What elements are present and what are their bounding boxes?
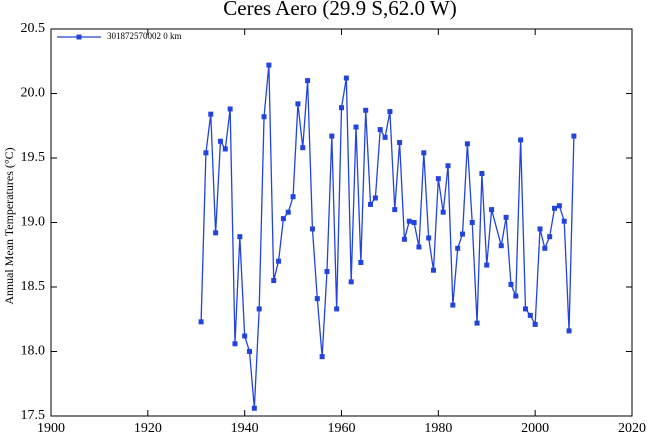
chart-title: Ceres Aero (29.9 S,62.0 W) [223,0,457,20]
data-point [571,133,577,139]
data-point [392,207,398,213]
data-point [435,176,441,182]
data-point [295,101,301,107]
data-point [561,218,567,224]
data-point [522,306,528,312]
data-point [256,306,262,312]
y-tick-label: 20.5 [21,21,46,36]
data-point [552,205,558,211]
data-point [222,146,228,152]
data-point [411,220,417,225]
data-point [401,236,407,242]
data-point [484,262,490,268]
x-tick-label: 2000 [521,421,549,435]
x-tick-label: 1920 [134,421,162,435]
data-point [242,333,248,339]
data-point [348,279,354,285]
y-tick-label: 18.0 [21,344,46,359]
data-point [542,245,548,251]
data-point [547,234,553,240]
data-point [266,62,272,68]
data-point [280,216,286,222]
data-point [556,203,562,209]
data-point [397,140,403,146]
y-tick-label: 18.5 [21,279,46,294]
data-point [503,214,509,220]
series-line [200,65,575,409]
data-point [324,269,330,275]
y-tick-label: 20.0 [21,86,46,101]
data-point [276,258,282,264]
data-point [217,138,223,144]
data-point [319,354,325,360]
x-tick-label: 1940 [231,421,259,435]
data-point [527,312,533,318]
data-point [498,243,504,249]
data-point [421,150,427,156]
data-point [513,293,519,299]
data-point [372,195,378,201]
x-tick-label: 1900 [37,421,65,435]
data-point [460,231,466,237]
legend-marker [76,34,82,40]
y-tick-label: 19.5 [21,150,46,165]
data-point [305,78,311,84]
data-point [290,194,296,200]
data-point [363,107,369,113]
data-point [464,141,470,147]
data-point [208,111,214,117]
data-point [377,127,383,133]
data-point [227,106,233,112]
data-point [237,234,243,240]
data-point [416,244,422,250]
data-point [285,209,291,215]
data-point [309,226,315,232]
data-point [251,405,257,411]
data-point [329,133,335,139]
data-point [537,226,543,232]
x-tick-label: 2020 [618,421,646,435]
data-point [334,306,340,312]
x-tick-label: 1960 [328,421,356,435]
data-point [358,259,364,265]
data-point [271,278,277,284]
data-point [300,145,306,151]
y-axis-label: Annual Mean Temperatures (°C) [2,147,16,304]
data-point [450,302,456,308]
data-point [430,267,436,273]
data-point [474,320,480,326]
data-point [469,220,475,225]
data-point [247,349,253,354]
y-tick-label: 19.0 [21,215,46,230]
data-point [314,296,320,302]
data-point [343,75,349,81]
data-point [445,163,451,169]
data-point [198,319,204,325]
data-point [368,201,374,207]
data-point [203,150,209,156]
data-point [339,105,344,111]
data-point [353,124,359,130]
plot-frame [50,28,633,417]
data-point [426,235,432,241]
data-point [455,245,461,251]
data-point [566,328,572,334]
data-point [440,209,446,215]
y-tick-label: 17.5 [21,408,46,423]
data-point [406,218,412,224]
data-point [382,134,388,140]
x-tick-label: 1980 [424,421,452,435]
data-point [213,230,219,236]
data-point [518,137,524,143]
data-point [232,341,238,347]
data-point [532,321,538,327]
data-point [261,114,267,120]
data-point [489,207,495,213]
data-point [508,281,514,287]
legend-label: 301872570002 0 km [107,31,182,41]
data-point [387,109,393,115]
data-point [479,170,485,176]
